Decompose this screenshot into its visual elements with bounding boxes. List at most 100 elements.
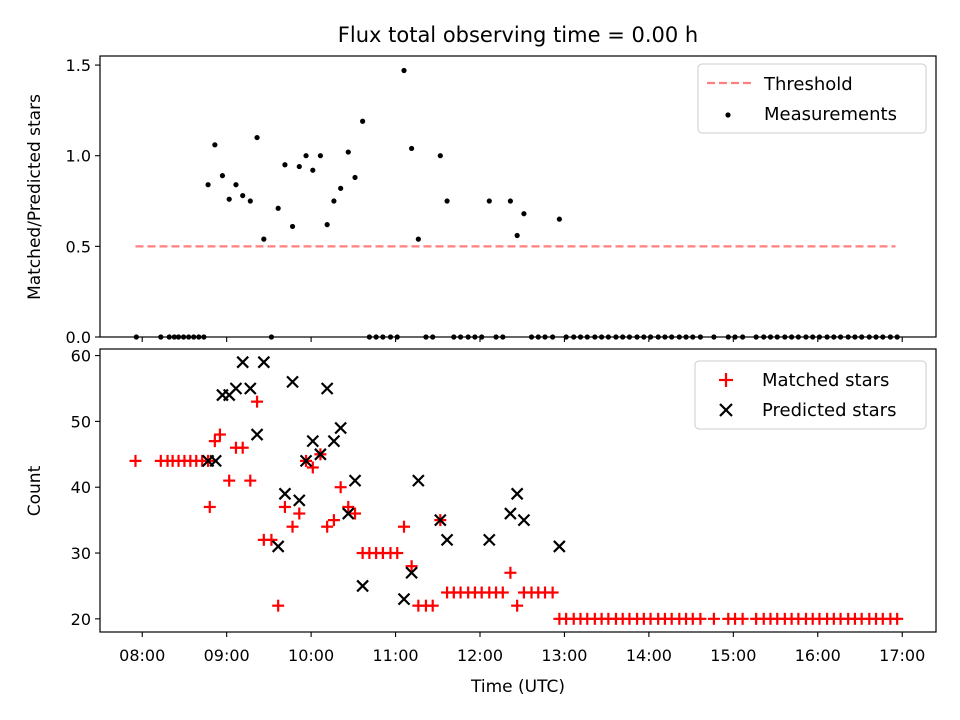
measurement-point: [261, 236, 267, 242]
ratio-y-tick-label: 1.0: [66, 147, 91, 166]
matched-star-point: [286, 520, 299, 533]
count-y-tick-label: 20: [71, 610, 91, 629]
measurement-point: [240, 192, 246, 199]
measurement-point: [401, 67, 407, 74]
matched-star-point: [321, 520, 334, 533]
count-y-tick-label: 30: [71, 544, 91, 563]
count-x-tick-label: 09:00: [204, 646, 250, 665]
ratio-panel: 0.0 0.5 1.0 1.5 Matched/Predicted stars Thr…: [25, 55, 937, 347]
count-y-axis: 20 30 40 50 60: [71, 347, 100, 629]
predicted-star-point: [299, 454, 313, 468]
predicted-star-point: [229, 382, 243, 395]
matched-star-point: [546, 586, 559, 599]
count-plot-marks: [129, 355, 904, 625]
measurement-point: [352, 174, 358, 181]
count-y-tick-label: 60: [71, 347, 91, 366]
measurement-point: [205, 182, 211, 188]
count-x-tick-label: 12:00: [457, 646, 503, 665]
count-panel: 20 30 40 50 60 08:00 09:00 10:00 11:00 12:00 13:0…: [25, 347, 937, 697]
measurement-point: [486, 198, 492, 204]
measurement-point: [219, 173, 226, 179]
matched-star-point: [405, 560, 418, 573]
count-x-tick-label: 13:00: [541, 646, 587, 665]
matched-star-point: [293, 507, 306, 520]
ratio-y-tick-label: 1.5: [66, 56, 91, 75]
count-legend: Matched stars Predicted stars: [694, 360, 927, 430]
predicted-star-point: [356, 579, 369, 593]
matched-star-point: [511, 599, 524, 612]
matched-star-point: [891, 612, 904, 625]
predicted-star-point: [553, 540, 566, 553]
measurement-point: [360, 118, 366, 124]
count-x-tick-label: 10:00: [288, 646, 334, 665]
ratio-axes-frame: [99, 55, 937, 338]
predicted-star-point: [504, 507, 517, 520]
count-y-tick-label: 40: [71, 478, 91, 497]
predicted-star-point: [236, 355, 249, 369]
measurement-point: [556, 216, 562, 222]
matched-star-point: [272, 599, 285, 612]
measurement-point: [409, 145, 415, 152]
measurement-point: [317, 153, 323, 159]
predicted-star-point: [440, 533, 454, 547]
count-axes-frame: [99, 348, 937, 633]
measurement-point: [331, 198, 337, 204]
predicted-star-point: [271, 540, 285, 553]
measurement-point: [233, 182, 239, 188]
ratio-legend: Threshold Measurements: [697, 63, 927, 134]
matched-star-point: [736, 612, 749, 625]
ratio-y-tick-label: 0.0: [66, 328, 91, 347]
ratio-x-ticks: [141, 337, 903, 342]
ratio-legend-box: [697, 63, 927, 134]
matched-star-point: [306, 461, 319, 474]
count-x-tick-label: 16:00: [795, 646, 841, 665]
count-x-tick-label: 11:00: [373, 646, 419, 665]
matched-star-point: [398, 520, 410, 533]
count-x-tick-label: 15:00: [710, 646, 756, 665]
count-y-tick-label: 50: [71, 412, 91, 431]
matched-star-point: [223, 474, 236, 487]
predicted-star-point: [209, 454, 222, 468]
measurement-point: [514, 232, 520, 239]
measurements-legend-label: Measurements: [764, 104, 897, 125]
predicted-star-point: [348, 474, 362, 487]
matched-star-point: [694, 612, 707, 625]
count-x-axis: 08:00 09:00 10:00 11:00 12:00 13:00 14:00 15:00…: [119, 632, 925, 665]
matched-star-point: [129, 454, 142, 467]
ratio-y-tick-label: 0.5: [66, 237, 91, 256]
predicted-star-point: [434, 513, 447, 527]
matched-star-point: [327, 514, 340, 527]
matched-star-point: [342, 500, 355, 513]
matched-star-point: [496, 586, 509, 599]
predicted-star-point: [405, 566, 418, 580]
measurement-point: [282, 162, 288, 168]
matched-star-point: [208, 435, 221, 448]
ratio-plot-marks: [133, 67, 900, 340]
matched-legend-marker: [719, 373, 733, 387]
predicted-star-point: [257, 355, 271, 369]
measurements-legend-marker: [725, 112, 731, 118]
matched-star-point: [334, 481, 347, 494]
count-x-tick-label: 08:00: [119, 646, 165, 665]
predicted-star-point: [320, 382, 334, 395]
threshold-legend-label: Threshold: [763, 74, 853, 95]
measurement-point: [303, 153, 309, 159]
ratio-y-label: Matched/Predicted stars: [25, 94, 45, 300]
matched-star-point: [426, 599, 439, 612]
predicted-star-point: [306, 434, 320, 448]
measurement-point: [212, 142, 218, 148]
matched-star-point: [251, 395, 264, 408]
count-y-label: Count: [25, 465, 45, 516]
matched-star-point: [278, 500, 291, 513]
predicted-star-point: [397, 592, 411, 606]
count-x-tick-label: 17:00: [879, 646, 925, 665]
matched-star-point: [203, 500, 216, 513]
measurement-point: [254, 134, 260, 141]
predicted-legend-marker: [719, 403, 733, 417]
matched-star-point: [504, 566, 517, 579]
measurement-point: [310, 167, 316, 173]
predicted-star-point: [244, 382, 257, 395]
predicted-star-point: [334, 421, 347, 435]
measurement-point: [415, 236, 421, 242]
predicted-star-point: [286, 375, 299, 389]
